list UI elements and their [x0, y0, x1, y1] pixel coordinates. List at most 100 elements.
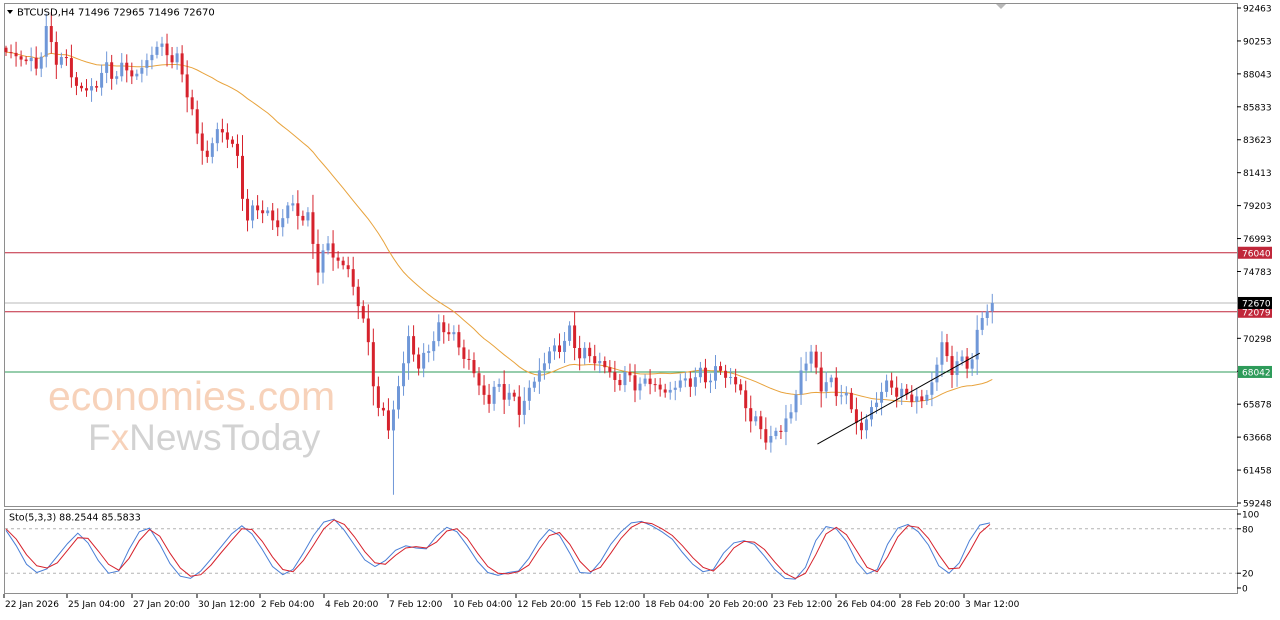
- candle-body: [246, 198, 250, 221]
- candle-body: [190, 97, 194, 110]
- candle: [195, 100, 199, 145]
- candle: [920, 389, 924, 409]
- level-tag-text-76040: 76040: [1242, 249, 1271, 259]
- candle: [507, 384, 511, 407]
- candle: [64, 49, 68, 66]
- candle-body: [155, 46, 159, 55]
- candle: [301, 210, 305, 226]
- candle-body: [985, 311, 989, 319]
- candle-body: [386, 410, 390, 431]
- symbol-dropdown-icon[interactable]: [7, 10, 13, 14]
- candle-body: [205, 150, 209, 157]
- candle: [890, 372, 894, 395]
- candle: [703, 358, 707, 389]
- candle-body: [447, 332, 451, 335]
- candle: [407, 325, 411, 380]
- candle: [391, 400, 395, 495]
- candle: [316, 229, 320, 286]
- candle: [945, 333, 949, 362]
- candle-body: [955, 361, 959, 375]
- candle: [266, 207, 270, 216]
- price-tick-label: 70298: [1243, 335, 1272, 345]
- candle-body: [542, 363, 546, 371]
- candle-body: [583, 347, 587, 359]
- price-tick-label: 83623: [1243, 136, 1272, 146]
- candle-body: [844, 392, 848, 396]
- candle: [341, 256, 345, 270]
- candle: [90, 78, 94, 102]
- candle-body: [507, 392, 511, 400]
- chart-shift-marker-icon[interactable]: [996, 4, 1006, 9]
- candle: [281, 209, 285, 237]
- candle: [346, 256, 350, 278]
- candle-body: [653, 384, 657, 386]
- candle-body: [391, 409, 395, 431]
- candle: [522, 387, 526, 425]
- candle: [905, 384, 909, 400]
- level-tag-68042: [1238, 365, 1272, 378]
- candle: [844, 386, 848, 405]
- main-plot-frame: [4, 3, 1238, 507]
- candle: [39, 52, 43, 78]
- candle: [220, 118, 224, 143]
- candle: [462, 339, 466, 369]
- candle-body: [628, 371, 632, 376]
- candle-body: [809, 351, 813, 364]
- candle-body: [19, 56, 23, 60]
- candle-body: [759, 416, 763, 430]
- candle-body: [638, 383, 642, 391]
- candle: [225, 123, 229, 148]
- candle-body: [547, 351, 551, 364]
- candle-body: [185, 74, 189, 98]
- candle-body: [734, 376, 738, 385]
- trendline-layer[interactable]: [817, 352, 981, 445]
- price-tags: 76040 72079 68042 72670: [1238, 246, 1272, 378]
- candle: [110, 54, 114, 90]
- candle: [115, 70, 119, 85]
- candle-body: [286, 205, 290, 219]
- candle: [573, 311, 577, 361]
- candle: [633, 364, 637, 403]
- candle: [734, 368, 738, 393]
- candle: [789, 404, 793, 424]
- candle: [759, 410, 763, 440]
- candle: [165, 33, 169, 67]
- candle: [537, 358, 541, 394]
- candle: [824, 371, 828, 399]
- candle-body: [497, 384, 501, 387]
- candle: [175, 46, 179, 70]
- candle: [970, 353, 974, 376]
- level-tag-text-68042: 68042: [1242, 368, 1271, 378]
- candle: [321, 243, 325, 284]
- candle-body: [678, 380, 682, 388]
- candle-body: [970, 359, 974, 369]
- candle-body: [356, 286, 360, 307]
- candle: [552, 338, 556, 360]
- candle-body: [326, 243, 330, 251]
- candle: [839, 384, 843, 405]
- oscillator-plot-frame: [4, 509, 1238, 594]
- candle: [381, 402, 385, 416]
- candle: [925, 390, 929, 405]
- candle: [235, 134, 239, 169]
- candle-body: [361, 306, 365, 319]
- candle-body: [160, 43, 164, 47]
- candle: [774, 427, 778, 440]
- candle-body: [925, 394, 929, 401]
- candle: [698, 361, 702, 383]
- candle-body: [739, 384, 743, 391]
- candle: [568, 321, 572, 346]
- candle: [145, 53, 149, 76]
- candle: [361, 300, 365, 323]
- candle-body: [396, 386, 400, 410]
- candle-body: [950, 356, 954, 375]
- current-price-tag-text: 72670: [1242, 299, 1271, 309]
- candle: [190, 89, 194, 116]
- candle-body: [558, 345, 562, 352]
- candle: [160, 36, 164, 56]
- candle-body: [502, 384, 506, 400]
- candle: [457, 324, 461, 356]
- watermark-f: F: [88, 417, 111, 458]
- moving-average-line: [5, 51, 993, 403]
